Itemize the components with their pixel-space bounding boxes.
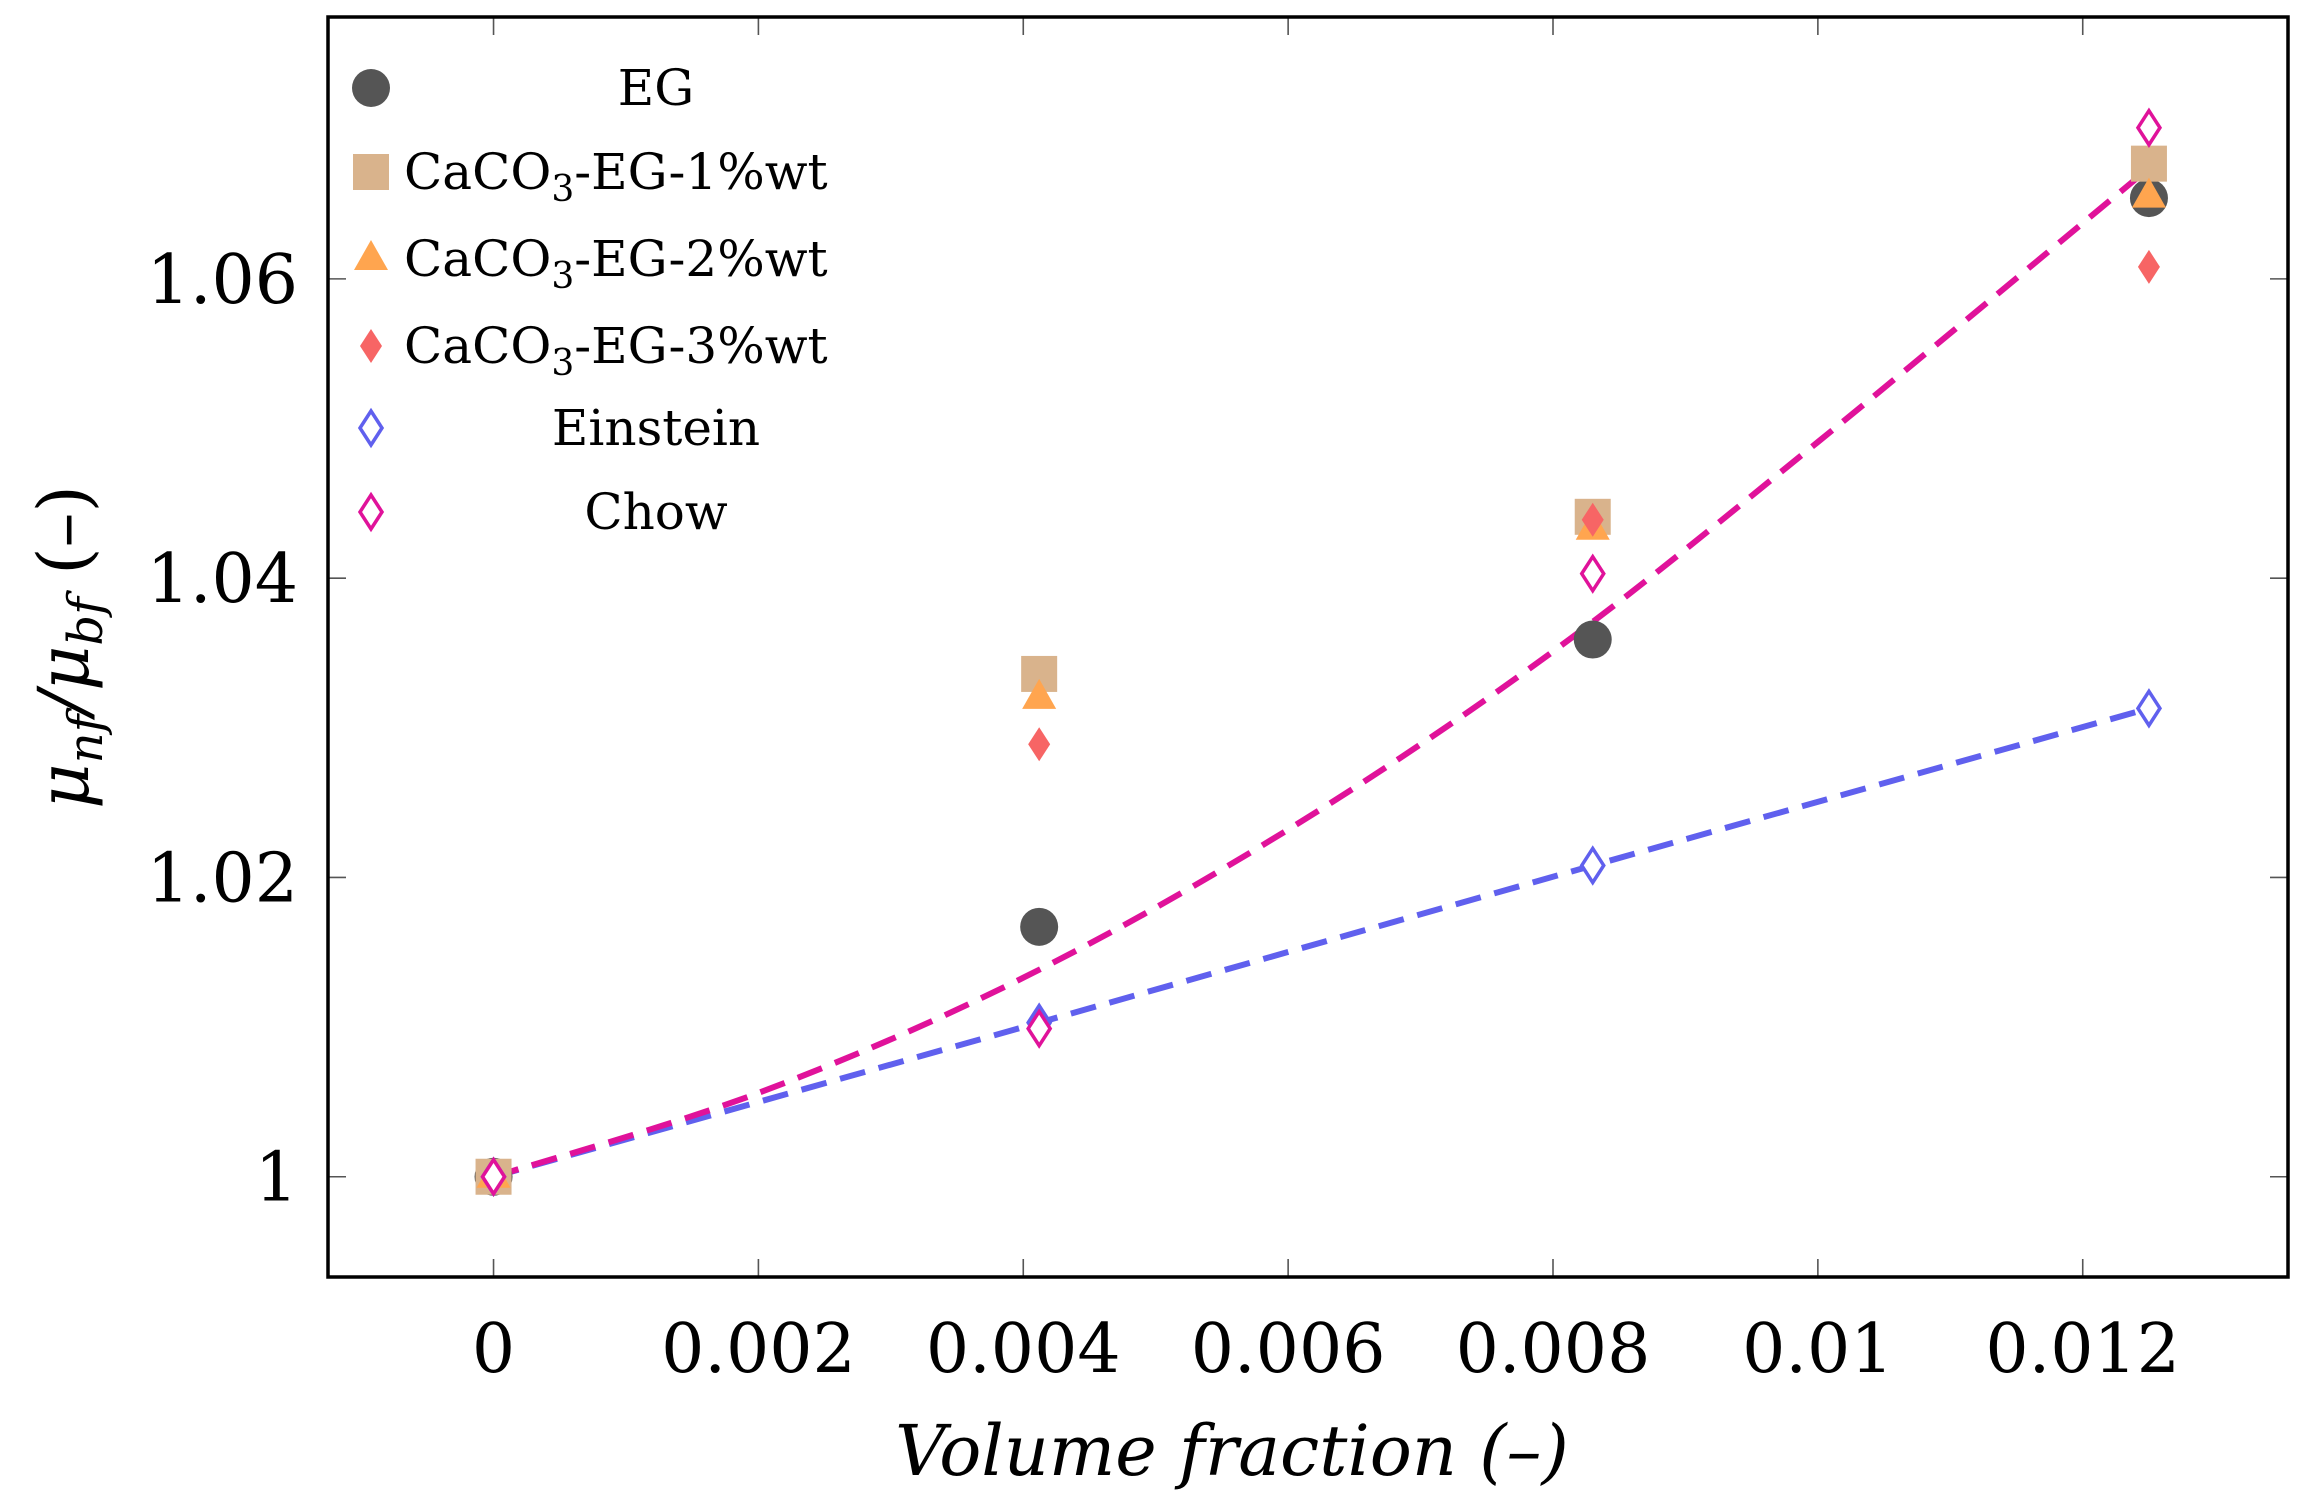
- y-tick-labels: 1 1.02 1.04 1.06: [147, 241, 298, 1218]
- x-tick-label: 0.004: [926, 1310, 1121, 1389]
- data-markers: [474, 107, 2168, 1197]
- legend-label-eg: EG: [618, 59, 694, 117]
- x-tick-label: 0.006: [1191, 1310, 1386, 1389]
- point-chow: [1026, 1008, 1053, 1049]
- point-eg: [1573, 620, 1612, 659]
- chow-fit-line: [492, 165, 2151, 1180]
- legend-label-rest: -EG-2%wt: [574, 230, 827, 288]
- legend-label-main: CaCO: [404, 143, 551, 201]
- point-caco3-eg-3-wt: [1028, 727, 1051, 762]
- y-axis-title-sub2: bf: [58, 590, 114, 646]
- point-chow: [2135, 107, 2163, 148]
- legend-label-main: Chow: [584, 483, 728, 541]
- y-axis-title-sub1: nf: [58, 707, 114, 763]
- point-caco3-eg-1-wt: [2130, 145, 2167, 182]
- legend-marker-caco3-eg-1-wt: [353, 154, 389, 190]
- legend-label-sub: 3: [551, 256, 574, 297]
- y-tick-label: 1.04: [147, 540, 298, 619]
- y-axis-title-unit: (–): [23, 485, 105, 597]
- legend-label-main: CaCO: [404, 317, 551, 375]
- legend-marker-chow: [357, 491, 385, 533]
- y-axis-title-mid: /μ: [23, 646, 105, 721]
- x-tick-label: 0.002: [661, 1310, 856, 1389]
- legend-marker-caco3-eg-3-wt: [360, 329, 382, 363]
- legend-label-main: EG: [618, 59, 694, 117]
- x-tick-label: 0.01: [1742, 1310, 1893, 1389]
- legend-marker-caco3-eg-2-wt: [354, 240, 388, 270]
- legend-label-main: Einstein: [552, 399, 760, 457]
- tick-marks: [328, 17, 2288, 1277]
- x-tick-label: 0.008: [1456, 1310, 1651, 1389]
- x-tick-label: 0.012: [1985, 1310, 2180, 1389]
- fit-lines: [492, 165, 2151, 1180]
- point-caco3-eg-2-wt: [2131, 177, 2166, 208]
- legend-label-rest: -EG-3%wt: [574, 317, 827, 375]
- x-tick-labels: 0 0.002 0.004 0.006 0.008 0.01 0.012: [472, 1310, 2180, 1389]
- legend-label-sub: 3: [551, 343, 574, 384]
- x-axis-title: Volume fraction (–): [895, 1410, 1569, 1492]
- point-chow: [480, 1156, 507, 1197]
- point-chow: [1579, 553, 1606, 594]
- point-einstein: [1579, 845, 1606, 886]
- legend-label-caco3-eg-2-wt: CaCO3-EG-2%wt: [404, 230, 828, 297]
- point-caco3-eg-3-wt: [2137, 249, 2160, 284]
- point-caco3-eg-3-wt: [1581, 502, 1604, 537]
- legend-label-rest: -EG-1%wt: [574, 143, 827, 201]
- legend-label-caco3-eg-3-wt: CaCO3-EG-3%wt: [404, 317, 828, 384]
- legend-marker-einstein: [357, 407, 385, 449]
- einstein-fit-line: [492, 705, 2150, 1180]
- y-axis-title-main: μ: [23, 763, 105, 809]
- y-tick-label: 1: [255, 1139, 298, 1218]
- point-einstein: [2135, 688, 2163, 729]
- y-tick-label: 1.06: [147, 241, 298, 320]
- y-tick-label: 1.02: [147, 839, 298, 918]
- legend-marker-eg: [352, 69, 390, 107]
- legend-label-main: CaCO: [404, 230, 551, 288]
- legend-label-sub: 3: [551, 169, 574, 210]
- legend-label-caco3-eg-1-wt: CaCO3-EG-1%wt: [404, 143, 828, 210]
- plot-frame: [326, 15, 2290, 1279]
- legend-label-chow: Chow: [584, 483, 728, 541]
- point-eg: [1020, 907, 1059, 946]
- x-tick-label: 0: [472, 1310, 515, 1389]
- legend-label-einstein: Einstein: [552, 399, 760, 457]
- point-caco3-eg-2-wt: [1022, 678, 1057, 709]
- y-axis-title: μnf/μbf (–): [23, 485, 114, 809]
- legend: EGCaCO3-EG-1%wtCaCO3-EG-2%wtCaCO3-EG-3%w…: [352, 59, 828, 541]
